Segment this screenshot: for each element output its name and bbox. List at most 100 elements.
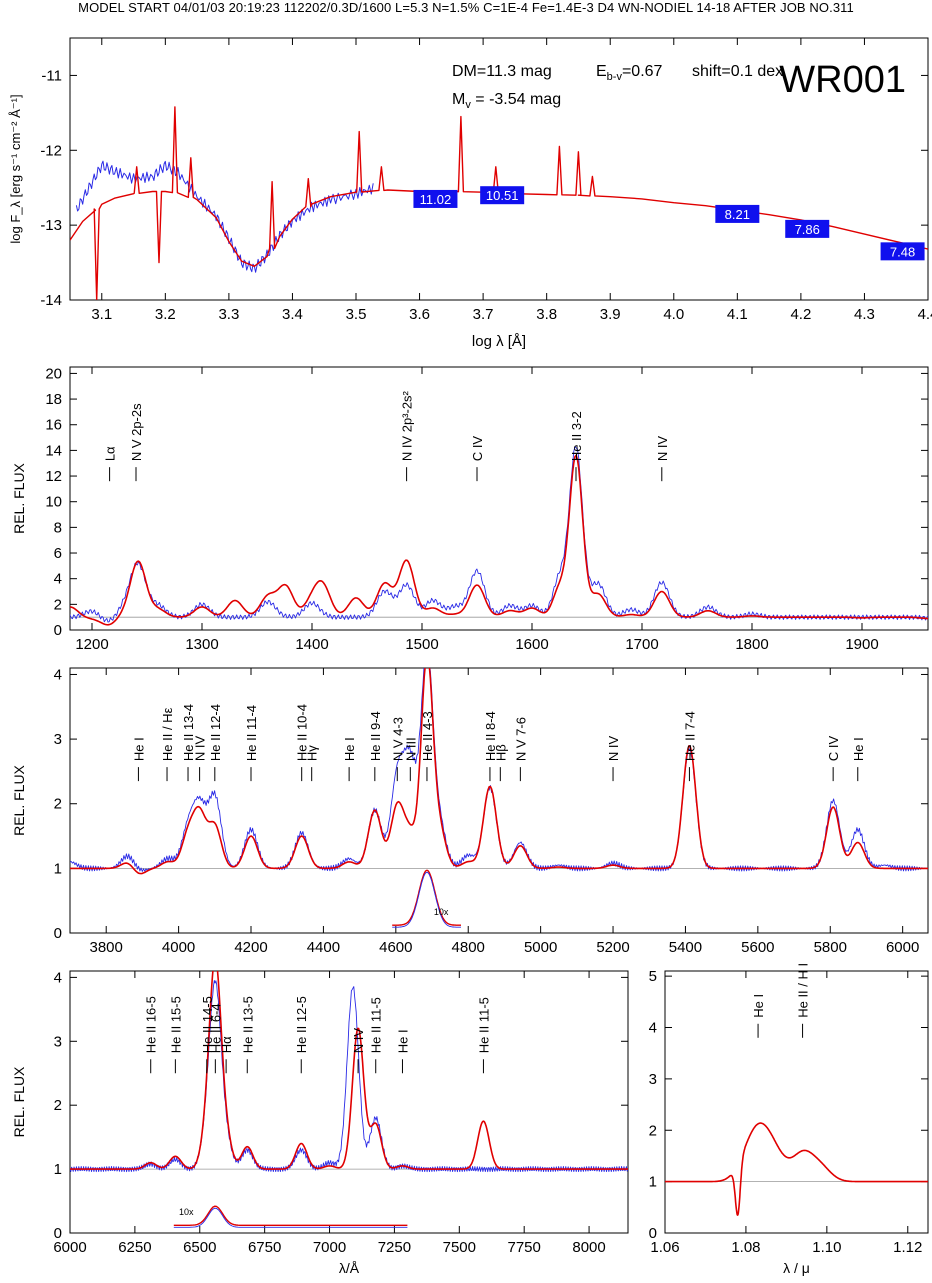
x-tick-label: 4.1 bbox=[727, 306, 748, 323]
x-tick-label: 3.1 bbox=[91, 306, 112, 323]
dm-label: DM=11.3 mag bbox=[452, 63, 552, 80]
y-tick-label: 5 bbox=[649, 968, 657, 985]
y-tick-label: 10 bbox=[45, 494, 62, 511]
line-id-label: Hγ bbox=[305, 745, 320, 761]
line-id-label: He II / H I bbox=[796, 963, 811, 1018]
line-id-label: He II 12-4 bbox=[208, 704, 223, 761]
inset-observed bbox=[173, 1207, 408, 1228]
line-id-label: He II 13-5 bbox=[240, 996, 255, 1053]
line-id-label: He II 10-4 bbox=[295, 704, 310, 761]
x-tick-label: 4.3 bbox=[854, 306, 875, 323]
x-tick-label: 7750 bbox=[507, 1239, 540, 1256]
line-id-label: N IV bbox=[606, 735, 621, 761]
line-id-label: N V 4-3 bbox=[390, 717, 405, 761]
y-tick-label: 4 bbox=[54, 571, 62, 588]
y-tick-label: 6 bbox=[54, 545, 62, 562]
sed-ylabel: log F_λ [erg s⁻¹ cm⁻² Å⁻¹] bbox=[8, 94, 23, 243]
x-tick-label: 3.4 bbox=[282, 306, 303, 323]
y-tick-label: 16 bbox=[45, 417, 62, 434]
line-id-label: Hα bbox=[219, 1036, 234, 1053]
optical-red-xlabel: λ/Å bbox=[339, 1260, 360, 1276]
line-id-label: He II 6-4 bbox=[208, 1003, 223, 1053]
x-tick-label: 7000 bbox=[313, 1239, 346, 1256]
x-tick-label: 1200 bbox=[75, 636, 108, 653]
model-spectrum bbox=[70, 971, 628, 1170]
y-tick-label: -11 bbox=[41, 67, 62, 84]
x-tick-label: 4400 bbox=[307, 939, 340, 956]
y-tick-label: 2 bbox=[649, 1122, 657, 1139]
photometry-box bbox=[715, 204, 760, 223]
x-tick-label: 1900 bbox=[845, 636, 878, 653]
line-id-label: N V 7-6 bbox=[513, 717, 528, 761]
line-id-label: Lα bbox=[103, 446, 118, 461]
x-tick-label: 3.8 bbox=[536, 306, 557, 323]
x-tick-label: 6000 bbox=[53, 1239, 86, 1256]
line-id-label: He II 11-5 bbox=[476, 997, 491, 1053]
x-tick-label: 4.0 bbox=[663, 306, 684, 323]
x-tick-label: 5600 bbox=[741, 939, 774, 956]
x-tick-label: 4800 bbox=[452, 939, 485, 956]
x-tick-label: 5200 bbox=[596, 939, 629, 956]
y-tick-label: 12 bbox=[45, 468, 62, 485]
x-tick-label: 6250 bbox=[118, 1239, 151, 1256]
model-sed bbox=[70, 106, 928, 300]
y-tick-label: 8 bbox=[54, 519, 62, 536]
y-tick-label: 1 bbox=[54, 860, 62, 877]
optical-red-frame bbox=[69, 970, 629, 1234]
photometry-box bbox=[785, 219, 830, 238]
x-tick-label: 1300 bbox=[185, 636, 218, 653]
x-tick-label: 3.5 bbox=[346, 306, 367, 323]
uv-panel: 1200 1300 1400 1500 1600 1700 1800 1900 0 2 4 6 8 10 1… bbox=[11, 365, 929, 653]
x-tick-label: 1.06 bbox=[650, 1239, 679, 1256]
y-tick-label: 18 bbox=[45, 391, 62, 408]
line-id-label: He II 11-4 bbox=[244, 705, 259, 761]
optical-blue-panel: 3800 4000 4200 4400 4600 4800 5000 5200 5400 5600… bbox=[11, 666, 929, 956]
y-tick-label: -14 bbox=[40, 292, 62, 309]
y-tick-label: 2 bbox=[54, 796, 62, 813]
y-tick-label: 14 bbox=[45, 442, 62, 459]
photometry-label: 11.02 bbox=[420, 192, 452, 207]
x-tick-label: 7500 bbox=[443, 1239, 476, 1256]
y-tick-label: 0 bbox=[54, 622, 62, 639]
x-tick-label: 5000 bbox=[524, 939, 557, 956]
uv-ylabel: REL. FLUX bbox=[11, 462, 27, 533]
line-id-label: He I bbox=[395, 1029, 410, 1053]
line-id-label: N III bbox=[403, 737, 418, 761]
line-id-label: He I bbox=[851, 737, 866, 761]
uv-frame bbox=[69, 366, 929, 631]
model-spectrum bbox=[70, 668, 928, 875]
inset-label: 10x bbox=[434, 907, 449, 917]
x-tick-label: 4200 bbox=[234, 939, 267, 956]
line-id-label: He II 3-2 bbox=[569, 411, 584, 461]
y-tick-label: 0 bbox=[54, 925, 62, 942]
line-id-label: He II 16-5 bbox=[144, 996, 159, 1053]
x-tick-label: 5400 bbox=[669, 939, 702, 956]
observed-sed bbox=[75, 160, 374, 273]
y-tick-label: 4 bbox=[649, 1020, 657, 1037]
line-id-label: He I bbox=[751, 994, 766, 1018]
y-tick-label: 3 bbox=[54, 1033, 62, 1050]
line-id-label: He II 4-3 bbox=[420, 711, 435, 761]
sed-xlabel: log λ [Å] bbox=[472, 333, 526, 350]
line-id-label: C IV bbox=[470, 436, 485, 462]
line-id-label: N IV bbox=[351, 1028, 366, 1054]
x-tick-label: 3.7 bbox=[473, 306, 494, 323]
x-tick-label: 6750 bbox=[248, 1239, 281, 1256]
star-name: WR001 bbox=[779, 59, 906, 101]
x-tick-label: 4600 bbox=[379, 939, 412, 956]
y-tick-label: 0 bbox=[54, 1225, 62, 1242]
y-tick-label: 2 bbox=[54, 1097, 62, 1114]
y-tick-label: 1 bbox=[649, 1174, 657, 1191]
photometry-box bbox=[413, 189, 458, 208]
line-id-label: He II 14-5 bbox=[200, 996, 215, 1053]
y-tick-label: 2 bbox=[54, 596, 62, 613]
infrared-panel: 1.06 1.08 1.10 1.12 0 1 2 3 4 5 He I He II / H I λ /… bbox=[649, 963, 929, 1276]
x-tick-label: 1500 bbox=[405, 636, 438, 653]
header-line: MODEL START 04/01/03 20:19:23 112202/0.3… bbox=[78, 0, 854, 15]
x-tick-label: 3.6 bbox=[409, 306, 430, 323]
photometry-label: 8.21 bbox=[725, 207, 750, 222]
line-id-label: N V 2p-2s bbox=[129, 403, 144, 461]
y-tick-label: 0 bbox=[649, 1225, 657, 1242]
x-tick-label: 4000 bbox=[162, 939, 195, 956]
line-id-label: He II 15-5 bbox=[168, 996, 183, 1053]
